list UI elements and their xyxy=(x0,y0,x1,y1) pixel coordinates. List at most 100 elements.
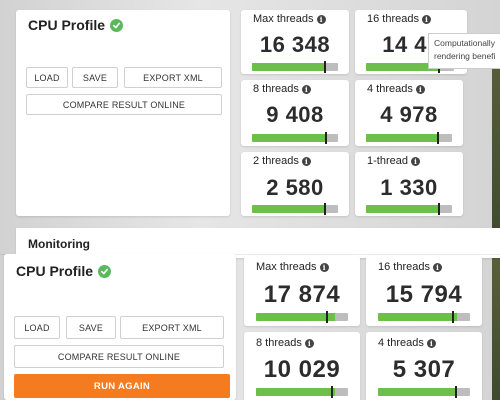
score-bar xyxy=(252,132,338,144)
info-icon[interactable]: i xyxy=(301,84,311,94)
tile-score: 1 330 xyxy=(380,175,438,200)
cpu-profile-title: CPU Profile xyxy=(28,17,124,33)
check-circle-icon xyxy=(98,264,112,278)
tile-label: 4 threads i xyxy=(378,337,436,349)
tile-label: 2 threads i xyxy=(253,155,311,167)
cpu-profile-card-bottom: CPU Profile LOAD SAVE EXPORT XML COMPARE… xyxy=(4,254,236,400)
score-bar-fill xyxy=(378,313,457,321)
threads-tile: 16 threads i 15 794 xyxy=(366,256,482,326)
threads-tile: 8 threads i 9 408 xyxy=(241,80,349,146)
tile-label: 16 threads i xyxy=(378,261,442,273)
score-bar-fill xyxy=(256,388,335,396)
tile-label-text: 8 threads xyxy=(253,83,299,95)
tile-label: 4 threads i xyxy=(367,83,425,95)
monitoring-heading: Monitoring xyxy=(28,237,90,251)
info-icon[interactable]: i xyxy=(301,156,311,166)
tile-label-text: 16 threads xyxy=(378,261,430,273)
info-icon[interactable]: i xyxy=(421,14,431,24)
right-edge-panel xyxy=(492,40,500,250)
score-bar-marker xyxy=(324,203,326,215)
info-icon[interactable]: i xyxy=(415,84,425,94)
run-again-button[interactable]: RUN AGAIN xyxy=(14,374,230,398)
score-bar xyxy=(378,311,470,323)
score-bar-fill xyxy=(252,63,324,71)
compare-result-online-button[interactable]: COMPARE RESULT ONLINE xyxy=(14,345,224,368)
score-bar-fill xyxy=(256,313,335,321)
score-bar xyxy=(378,386,470,398)
tile-label: 16 threads i xyxy=(367,13,431,25)
tile-label-text: 1-thread xyxy=(367,155,408,167)
score-bar xyxy=(252,61,338,73)
info-icon[interactable]: i xyxy=(319,262,329,272)
threads-tile: 2 threads i 2 580 xyxy=(241,152,349,216)
score-bar-marker xyxy=(437,132,439,144)
score-bar-fill xyxy=(366,205,438,213)
tile-label: 8 threads i xyxy=(256,337,314,349)
tile-label-text: 16 threads xyxy=(367,13,419,25)
score-bar-fill xyxy=(366,134,437,142)
tile-label-text: 8 threads xyxy=(256,337,302,349)
score-bar-marker xyxy=(326,311,328,323)
info-icon[interactable]: i xyxy=(304,338,314,348)
save-button[interactable]: SAVE xyxy=(66,316,116,339)
cpu-profile-title: CPU Profile xyxy=(16,263,112,279)
tile-label-text: 4 threads xyxy=(378,337,424,349)
tile-score: 5 307 xyxy=(392,356,456,383)
tile-score: 4 978 xyxy=(380,102,438,127)
tile-label: Max threads i xyxy=(253,13,326,25)
export-xml-button[interactable]: EXPORT XML xyxy=(124,67,222,88)
tile-label: 1-thread i xyxy=(367,155,420,167)
score-bar-marker xyxy=(325,132,327,144)
score-bar-fill xyxy=(252,134,325,142)
tile-score: 9 408 xyxy=(266,102,324,127)
tile-score: 2 580 xyxy=(266,175,324,200)
threads-tile: 4 threads i 4 978 xyxy=(355,80,463,146)
export-xml-button[interactable]: EXPORT XML xyxy=(120,316,224,339)
tile-score: 16 348 xyxy=(259,32,331,57)
tile-label: Max threads i xyxy=(256,261,329,273)
tile-label: 8 threads i xyxy=(253,83,311,95)
right-edge-panel-lower xyxy=(492,255,500,400)
cpu-profile-title-text: CPU Profile xyxy=(16,263,94,279)
cpu-profile-card-top: CPU Profile LOAD SAVE EXPORT XML COMPARE… xyxy=(16,10,230,216)
tile-label-text: Max threads xyxy=(253,13,314,25)
score-bar-fill xyxy=(366,63,438,71)
score-bar-fill xyxy=(252,205,324,213)
tooltip-line: Computationally xyxy=(434,38,495,48)
divider xyxy=(0,254,500,255)
cpu-profile-title-text: CPU Profile xyxy=(28,17,106,33)
score-bar xyxy=(366,203,452,215)
tile-label-text: 2 threads xyxy=(253,155,299,167)
load-button[interactable]: LOAD xyxy=(26,67,68,88)
save-button[interactable]: SAVE xyxy=(72,67,118,88)
threads-tile: Max threads i 16 348 xyxy=(241,10,349,74)
score-bar-marker xyxy=(455,386,457,398)
score-bar xyxy=(252,203,338,215)
load-button[interactable]: LOAD xyxy=(14,316,60,339)
tile-score: 15 794 xyxy=(385,281,463,308)
tooltip-line: rendering benefi xyxy=(434,51,496,61)
info-icon[interactable]: i xyxy=(316,14,326,24)
threads-tile: Max threads i 17 874 xyxy=(244,256,360,326)
threads-tile: 8 threads i 10 029 xyxy=(244,332,360,400)
compare-result-online-button[interactable]: COMPARE RESULT ONLINE xyxy=(26,94,222,115)
check-circle-icon xyxy=(110,18,124,32)
tile-score: 10 029 xyxy=(263,356,341,383)
threads-tile: 1-thread i 1 330 xyxy=(355,152,463,216)
score-bar-marker xyxy=(452,311,454,323)
tooltip: Computationally rendering benefi xyxy=(428,33,500,69)
score-bar-marker xyxy=(438,203,440,215)
info-icon[interactable]: i xyxy=(432,262,442,272)
tile-label-text: 4 threads xyxy=(367,83,413,95)
score-bar xyxy=(366,132,452,144)
score-bar xyxy=(256,311,348,323)
threads-tile: 4 threads i 5 307 xyxy=(366,332,482,400)
info-icon[interactable]: i xyxy=(410,156,420,166)
score-bar xyxy=(256,386,348,398)
score-bar-marker xyxy=(331,386,333,398)
score-bar-fill xyxy=(378,388,457,396)
tile-label-text: Max threads xyxy=(256,261,317,273)
info-icon[interactable]: i xyxy=(426,338,436,348)
monitoring-panel xyxy=(16,228,500,258)
score-bar-marker xyxy=(324,61,326,73)
